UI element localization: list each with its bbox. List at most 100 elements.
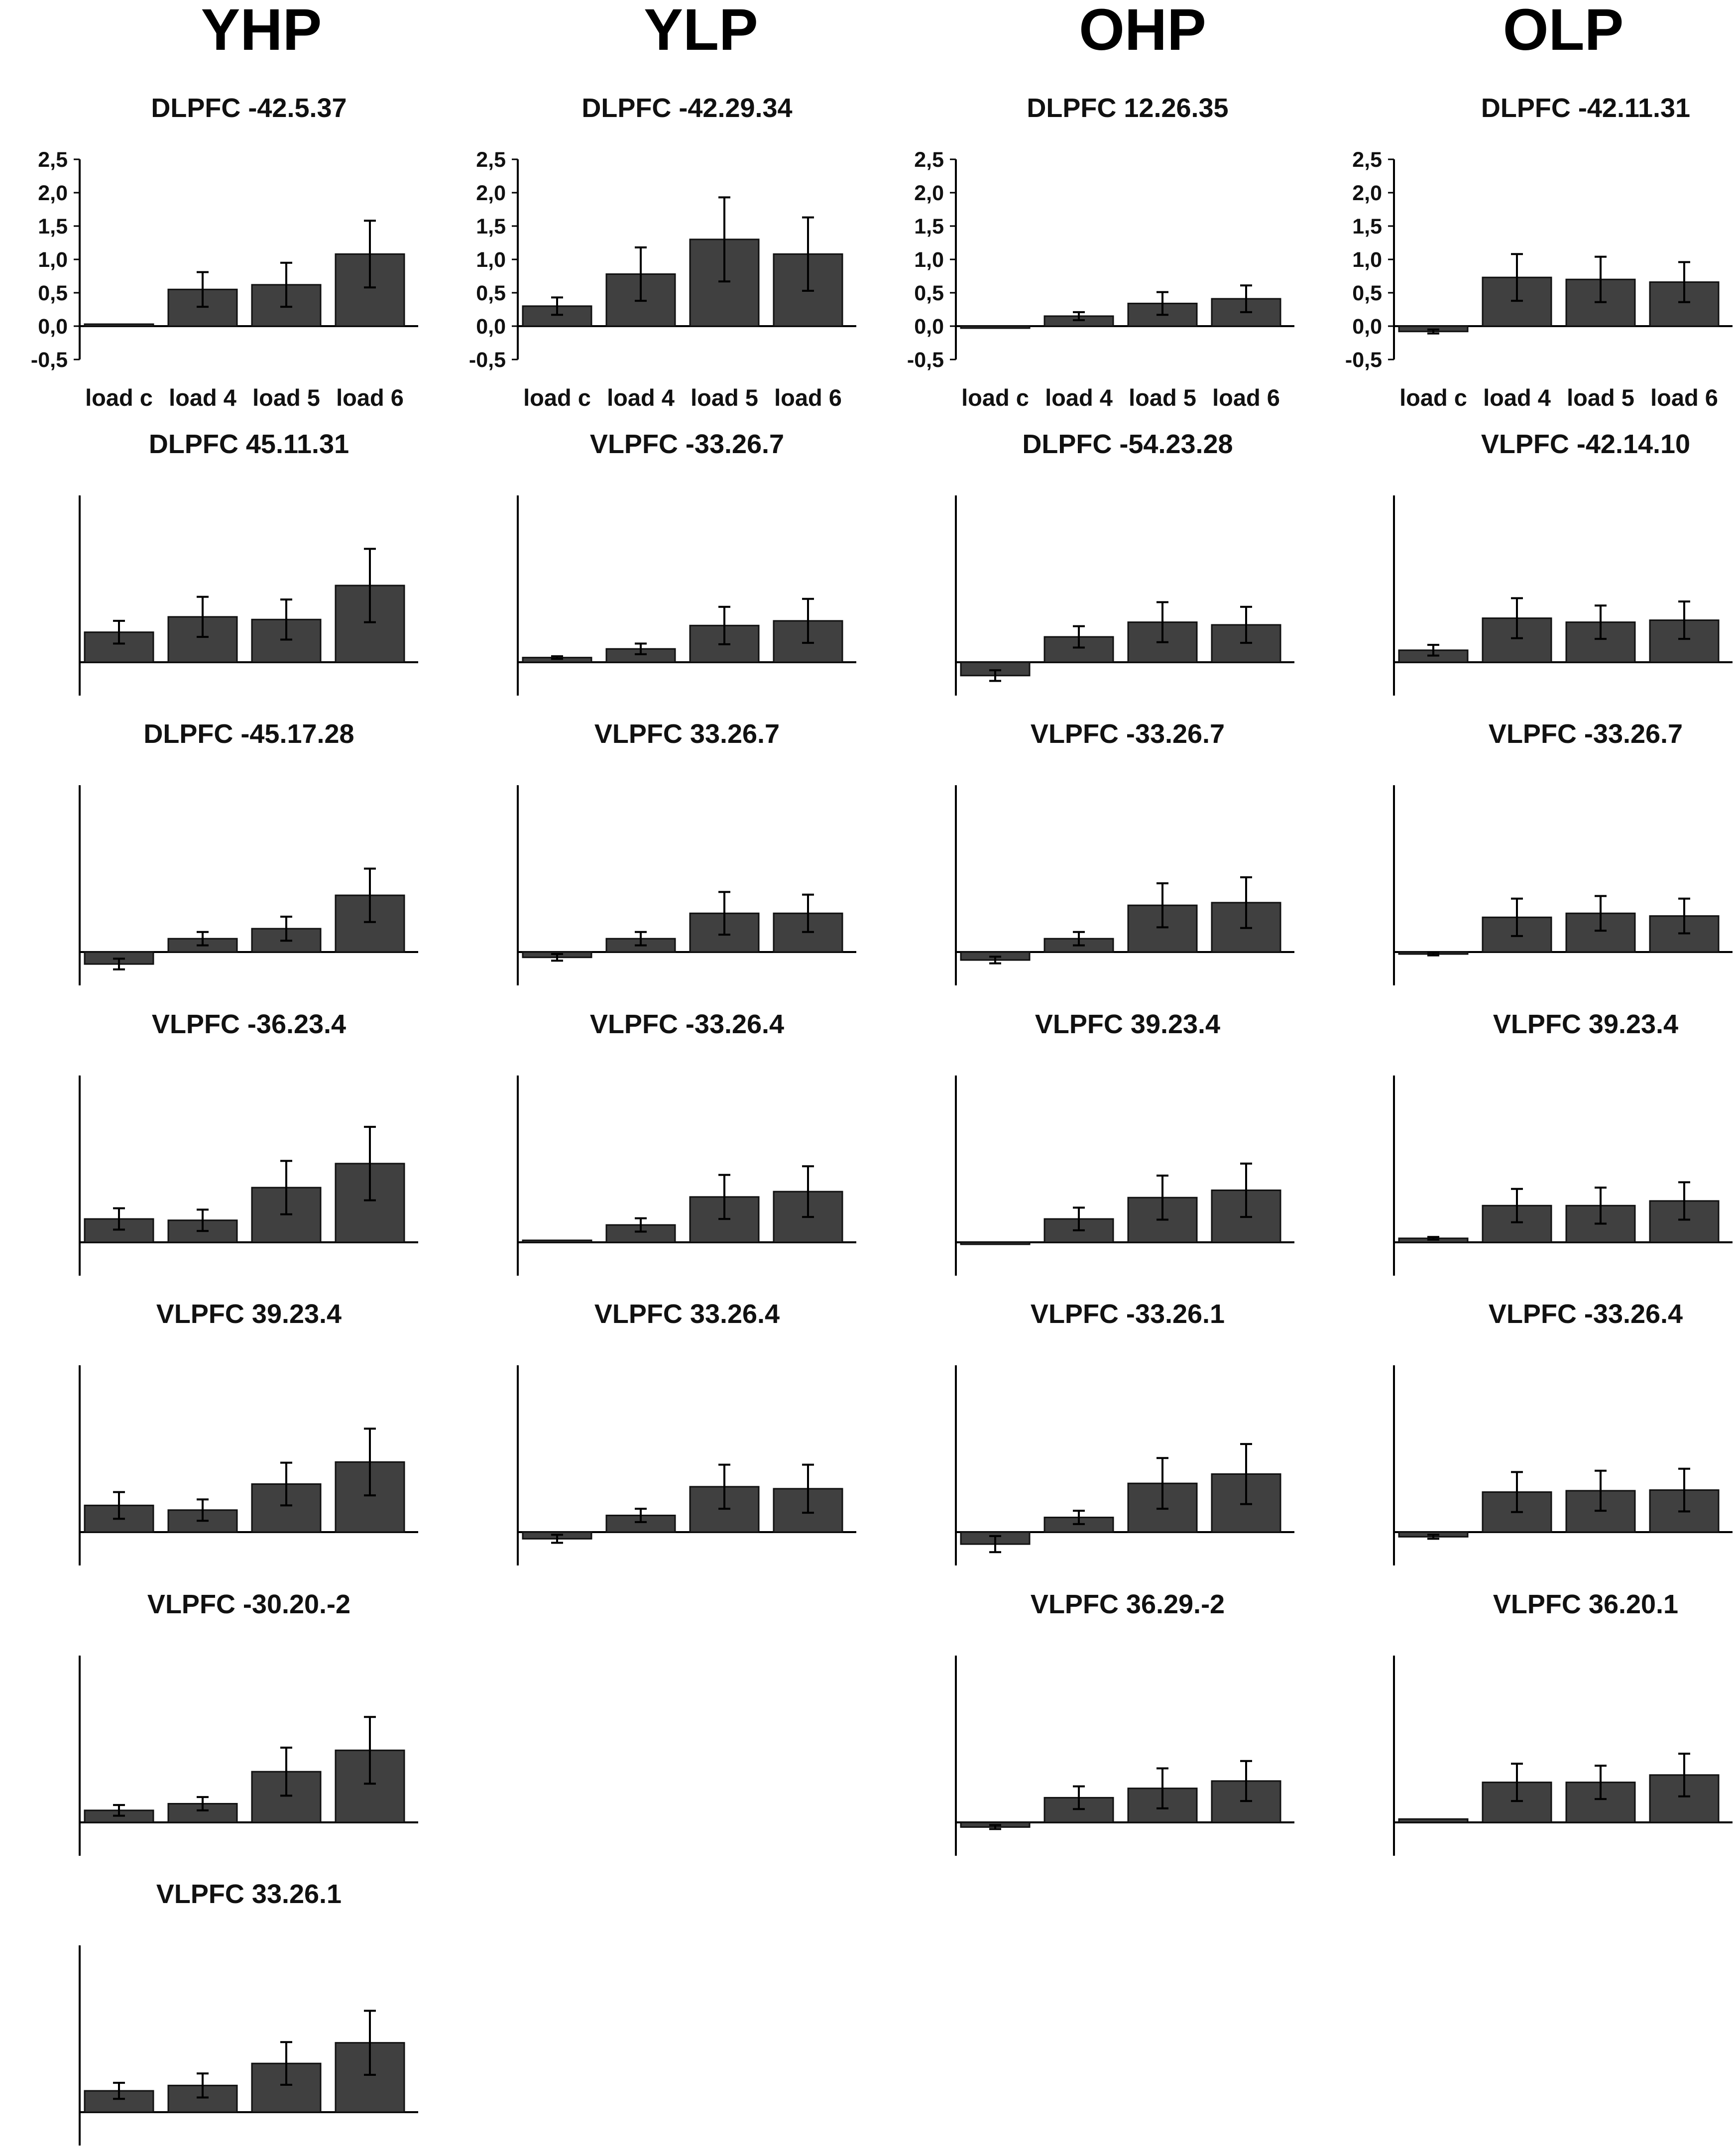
category-label: load 4 <box>1483 384 1551 411</box>
panel-title: DLPFC -54.23.28 <box>1022 429 1233 459</box>
group-title-olp: OLP <box>1503 0 1624 63</box>
bar-load-c <box>84 323 154 327</box>
panel-title: VLPFC 39.23.4 <box>156 1299 342 1329</box>
category-label: load 4 <box>1045 384 1113 411</box>
panel-title: VLPFC 33.26.1 <box>156 1879 342 1909</box>
panel-ohp-vlpfc-33-26-7: VLPFC -33.26.7 <box>955 719 1294 985</box>
panel-yhp-vlpfc-30-20-2: VLPFC -30.20.-2 <box>79 1589 418 1856</box>
group-title-ohp: OHP <box>1079 0 1206 63</box>
panel-title: VLPFC -33.26.7 <box>1489 719 1683 749</box>
bar-load-c <box>522 1239 592 1243</box>
panel-ohp-vlpfc-36-29-2: VLPFC 36.29.-2 <box>955 1589 1294 1856</box>
panel-yhp-vlpfc-33-26-1: VLPFC 33.26.1 <box>79 1879 418 2146</box>
panel-title: VLPFC 39.23.4 <box>1035 1009 1220 1039</box>
category-label: load 5 <box>252 384 320 411</box>
y-tick-label: 0,5 <box>476 281 506 305</box>
y-tick-label: 0,0 <box>1352 315 1382 339</box>
category-label: load c <box>523 384 591 411</box>
category-label: load 5 <box>691 384 758 411</box>
panel-title: DLPFC -45.17.28 <box>143 719 354 749</box>
chart-panels: DLPFC -42.5.37 2,5 2,0 1,5 1,0 0,5 0,0 -0,5 load… <box>31 93 1733 2146</box>
panel-title: VLPFC -33.26.4 <box>1489 1299 1683 1329</box>
panel-title: VLPFC 36.20.1 <box>1493 1589 1678 1619</box>
y-tick-label: -0,5 <box>31 348 68 372</box>
panel-title: DLPFC 45.11.31 <box>149 429 349 459</box>
y-tick-label: 2,0 <box>476 181 506 205</box>
panel-olp-vlpfc-33-26-4: VLPFC -33.26.4 <box>1393 1299 1733 1565</box>
y-tick-label: 2,5 <box>476 148 506 172</box>
panel-ohp-vlpfc-33-26-1: VLPFC -33.26.1 <box>955 1299 1294 1565</box>
panel-yhp-dlpfc-45-17-28: DLPFC -45.17.28 <box>79 719 418 985</box>
category-label: load c <box>961 384 1029 411</box>
panel-olp-vlpfc-33-26-7: VLPFC -33.26.7 <box>1393 719 1733 985</box>
panel-title: VLPFC -30.20.-2 <box>147 1589 350 1619</box>
panel-title: VLPFC -42.14.10 <box>1481 429 1690 459</box>
panel-ylp-vlpfc-33-26-7: VLPFC 33.26.7 <box>517 719 856 985</box>
y-tick-label: 0,5 <box>38 281 68 305</box>
panel-yhp-dlpfc-42-5-37: DLPFC -42.5.37 2,5 2,0 1,5 1,0 0,5 0,0 -0,5 load… <box>31 93 418 411</box>
group-titles: YHP YLP OHP OLP <box>201 0 1624 63</box>
panel-olp-dlpfc-42-11-31: DLPFC -42.11.31 2,5 2,0 1,5 1,0 0,5 0,0 -0,5 loa… <box>1345 93 1733 411</box>
panel-ylp-vlpfc-33-26-7: VLPFC -33.26.7 <box>517 429 856 696</box>
y-tick-label: -0,5 <box>907 348 944 372</box>
bar-load-4 <box>167 1509 238 1533</box>
panel-yhp-dlpfc-45-11-31: DLPFC 45.11.31 <box>79 429 418 696</box>
category-label: load 6 <box>1650 384 1718 411</box>
y-tick-label: 0,5 <box>1352 281 1382 305</box>
y-tick-label: 2,0 <box>1352 181 1382 205</box>
panel-title: VLPFC -33.26.7 <box>590 429 784 459</box>
category-label: load c <box>1399 384 1467 411</box>
panel-yhp-vlpfc-39-23-4: VLPFC 39.23.4 <box>79 1299 418 1565</box>
panel-title: DLPFC 12.26.35 <box>1027 93 1228 123</box>
panel-olp-vlpfc-36-20-1: VLPFC 36.20.1 <box>1393 1589 1733 1856</box>
y-tick-label: 2,0 <box>38 181 68 205</box>
panel-title: VLPFC 33.26.7 <box>594 719 780 749</box>
group-title-ylp: YLP <box>644 0 758 63</box>
panel-title: VLPFC 39.23.4 <box>1493 1009 1678 1039</box>
bar-load-c <box>1398 1818 1469 1823</box>
y-tick-label: -0,5 <box>1345 348 1382 372</box>
panel-ylp-vlpfc-33-26-4: VLPFC 33.26.4 <box>517 1299 856 1565</box>
panel-ylp-vlpfc-33-26-4: VLPFC -33.26.4 <box>517 1009 856 1276</box>
group-title-yhp: YHP <box>201 0 322 63</box>
panel-olp-vlpfc-42-14-10: VLPFC -42.14.10 <box>1393 429 1733 696</box>
panel-title: VLPFC -33.26.1 <box>1031 1299 1225 1329</box>
y-tick-label: 0,0 <box>914 315 944 339</box>
category-label: load 6 <box>336 384 404 411</box>
y-tick-label: 0,5 <box>914 281 944 305</box>
panel-title: VLPFC -33.26.4 <box>590 1009 784 1039</box>
panel-ohp-dlpfc-54-23-28: DLPFC -54.23.28 <box>955 429 1294 696</box>
bar-load-4 <box>1482 617 1552 663</box>
y-tick-label: 1,0 <box>476 248 506 272</box>
y-tick-label: -0,5 <box>469 348 506 372</box>
category-label: load 4 <box>169 384 236 411</box>
panel-title: VLPFC 36.29.-2 <box>1031 1589 1225 1619</box>
panel-olp-vlpfc-39-23-4: VLPFC 39.23.4 <box>1393 1009 1733 1276</box>
panel-ylp-dlpfc-42-29-34: DLPFC -42.29.34 2,5 2,0 1,5 1,0 0,5 0,0 -0,5 loa… <box>469 93 856 411</box>
panel-title: DLPFC -42.11.31 <box>1481 93 1690 123</box>
y-tick-label: 2,5 <box>38 148 68 172</box>
panel-title: VLPFC 33.26.4 <box>594 1299 780 1329</box>
y-tick-label: 2,5 <box>1352 148 1382 172</box>
panel-ohp-vlpfc-39-23-4: VLPFC 39.23.4 <box>955 1009 1294 1276</box>
category-label: load 6 <box>1212 384 1280 411</box>
panel-yhp-vlpfc-36-23-4: VLPFC -36.23.4 <box>79 1009 418 1276</box>
category-label: load 5 <box>1567 384 1634 411</box>
bar-load-c <box>960 1241 1031 1245</box>
panel-title: DLPFC -42.29.34 <box>581 93 792 123</box>
category-label: load c <box>85 384 153 411</box>
category-label: load 6 <box>774 384 842 411</box>
y-tick-label: 0,0 <box>38 315 68 339</box>
y-tick-label: 2,5 <box>914 148 944 172</box>
y-tick-label: 1,5 <box>914 215 944 239</box>
panel-title: VLPFC -33.26.7 <box>1031 719 1225 749</box>
bar-load-c <box>960 325 1031 329</box>
y-tick-label: 1,5 <box>1352 215 1382 239</box>
y-tick-label: 1,5 <box>476 215 506 239</box>
y-tick-label: 1,5 <box>38 215 68 239</box>
y-tick-label: 1,0 <box>38 248 68 272</box>
category-label: load 5 <box>1129 384 1196 411</box>
y-tick-label: 1,0 <box>1352 248 1382 272</box>
category-label: load 4 <box>607 384 675 411</box>
